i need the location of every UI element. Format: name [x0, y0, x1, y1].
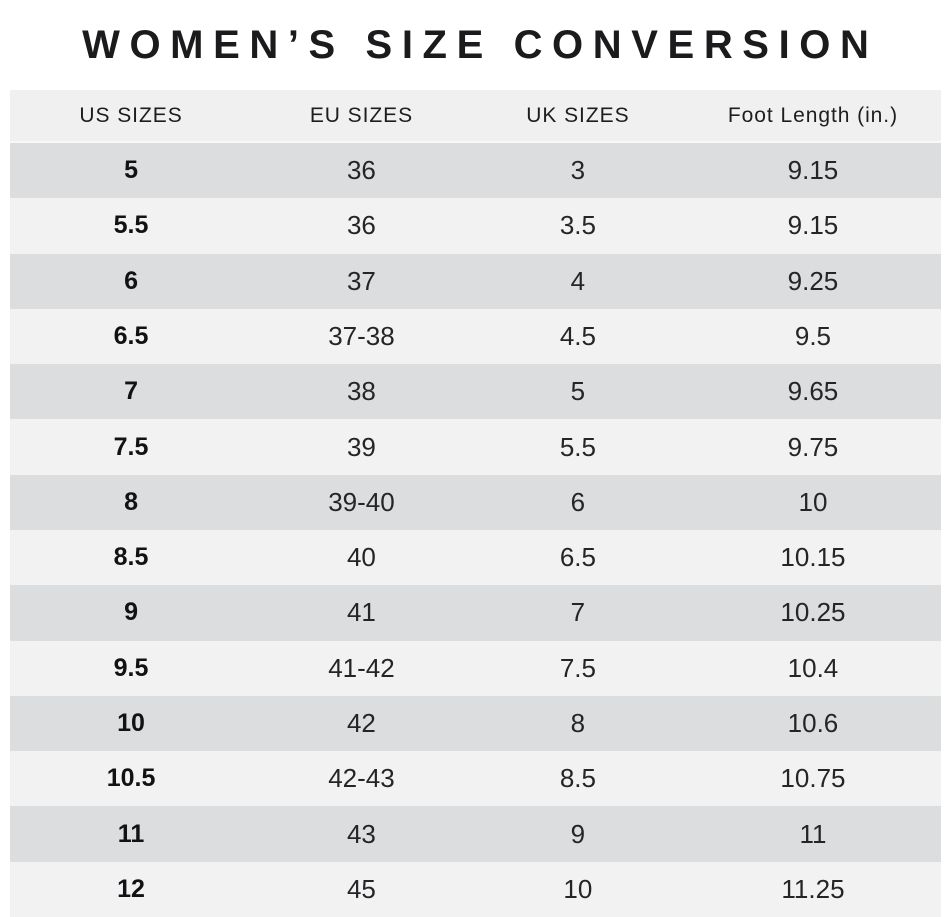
- cell-eu-size: 37: [346, 265, 376, 296]
- column-header-foot-length: Foot Length (in.): [727, 103, 899, 127]
- column-header-us-sizes: US SIZES: [79, 103, 183, 127]
- cell-foot-length: 9.75: [787, 431, 839, 462]
- cell-eu-size: 42-43: [328, 763, 395, 794]
- cell-foot-length: 9.65: [787, 376, 839, 407]
- size-conversion-table: US SIZES EU SIZES UK SIZES Foot Length (…: [10, 90, 941, 917]
- table-row: 5 36 3 9.15: [10, 143, 941, 199]
- cell-uk-size: 5.5: [559, 431, 596, 462]
- cell-foot-length: 10: [798, 486, 828, 517]
- table-header-row: US SIZES EU SIZES UK SIZES Foot Length (…: [10, 90, 941, 143]
- cell-us-size: 8.5: [113, 543, 149, 572]
- cell-foot-length: 11.25: [781, 873, 845, 904]
- cell-foot-length: 9.5: [794, 320, 832, 351]
- cell-us-size: 9: [124, 598, 138, 627]
- cell-uk-size: 10: [563, 873, 593, 904]
- cell-us-size: 7: [124, 377, 138, 406]
- cell-us-size: 5.5: [113, 211, 149, 240]
- cell-us-size: 6.5: [113, 321, 149, 350]
- cell-foot-length: 10.4: [787, 652, 839, 683]
- cell-eu-size: 41: [346, 597, 376, 628]
- cell-us-size: 8: [124, 487, 138, 516]
- table-row: 9 41 7 10.25: [10, 585, 941, 641]
- cell-uk-size: 5: [570, 376, 586, 407]
- cell-eu-size: 38: [346, 376, 376, 407]
- cell-uk-size: 8: [570, 707, 586, 738]
- cell-us-size: 12: [117, 874, 145, 903]
- cell-us-size: 7.5: [113, 432, 149, 461]
- table-row: 8 39-40 6 10: [10, 474, 941, 530]
- cell-eu-size: 45: [346, 873, 376, 904]
- cell-eu-size: 42: [346, 707, 376, 738]
- cell-eu-size: 39: [346, 431, 376, 462]
- page-title: WOMEN’S SIZE CONVERSION: [82, 22, 879, 67]
- table-row: 11 43 9 11: [10, 806, 941, 862]
- cell-eu-size: 37-38: [328, 320, 395, 351]
- table-row: 12 45 10 11.25: [10, 861, 941, 917]
- cell-uk-size: 6: [570, 486, 586, 517]
- cell-us-size: 6: [124, 266, 138, 295]
- table-row: 10.5 42-43 8.5 10.75: [10, 751, 941, 807]
- cell-eu-size: 39-40: [328, 486, 395, 517]
- cell-uk-size: 7: [570, 597, 586, 628]
- table-row: 5.5 36 3.5 9.15: [10, 198, 941, 254]
- cell-foot-length: 10.75: [780, 763, 846, 794]
- cell-uk-size: 9: [570, 818, 586, 849]
- cell-foot-length: 9.15: [787, 210, 839, 241]
- cell-eu-size: 40: [346, 542, 376, 573]
- cell-uk-size: 4: [570, 265, 586, 296]
- cell-us-size: 11: [117, 819, 145, 848]
- column-header-eu-sizes: EU SIZES: [309, 103, 414, 127]
- table-row: 6 37 4 9.25: [10, 253, 941, 309]
- cell-uk-size: 4.5: [559, 320, 596, 351]
- cell-eu-size: 36: [346, 210, 376, 241]
- cell-us-size: 10.5: [106, 764, 156, 793]
- cell-us-size: 10: [117, 708, 145, 737]
- cell-uk-size: 3: [570, 155, 586, 186]
- cell-uk-size: 6.5: [559, 542, 596, 573]
- cell-uk-size: 7.5: [559, 652, 596, 683]
- cell-uk-size: 3.5: [559, 210, 596, 241]
- cell-eu-size: 36: [346, 155, 376, 186]
- cell-foot-length: 10.6: [787, 707, 839, 738]
- cell-foot-length: 9.25: [787, 265, 839, 296]
- cell-foot-length: 10.25: [780, 597, 846, 628]
- cell-uk-size: 8.5: [559, 763, 596, 794]
- cell-eu-size: 41-42: [328, 652, 395, 683]
- cell-us-size: 9.5: [113, 653, 149, 682]
- column-header-uk-sizes: UK SIZES: [526, 103, 630, 127]
- cell-foot-length: 9.15: [787, 155, 839, 186]
- table-row: 7.5 39 5.5 9.75: [10, 419, 941, 475]
- table-row: 10 42 8 10.6: [10, 695, 941, 752]
- cell-foot-length: 11: [799, 818, 827, 849]
- cell-eu-size: 43: [346, 818, 376, 849]
- table-row: 6.5 37-38 4.5 9.5: [10, 308, 941, 365]
- table-row: 8.5 40 6.5 10.15: [10, 529, 941, 586]
- cell-foot-length: 10.15: [780, 542, 846, 573]
- table-row: 9.5 41-42 7.5 10.4: [10, 640, 941, 696]
- table-row: 7 38 5 9.65: [10, 364, 941, 420]
- cell-us-size: 5: [124, 156, 138, 185]
